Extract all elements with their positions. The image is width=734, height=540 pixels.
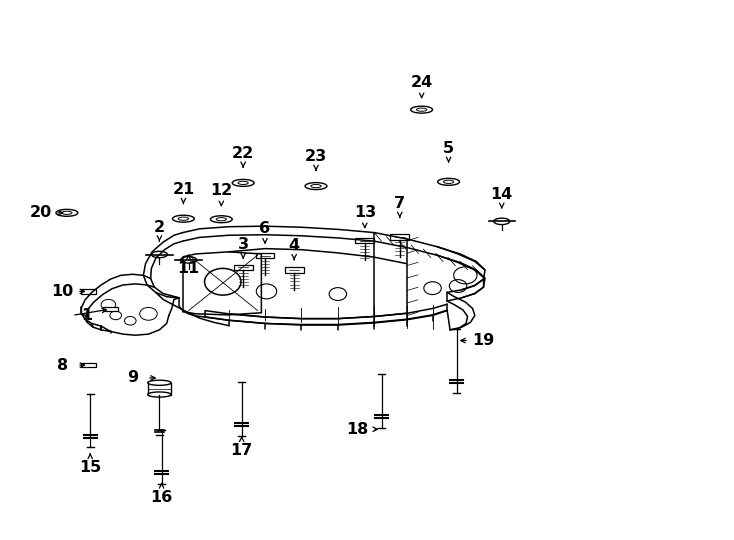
Bar [285, 267, 304, 273]
Text: 9: 9 [127, 370, 138, 386]
Text: 21: 21 [172, 183, 195, 197]
Ellipse shape [151, 251, 167, 258]
Text: 16: 16 [150, 490, 172, 505]
Ellipse shape [148, 392, 171, 397]
Text: 14: 14 [490, 187, 513, 202]
Bar [233, 265, 252, 270]
Text: 6: 6 [259, 221, 271, 236]
Bar [390, 234, 410, 240]
Ellipse shape [494, 218, 510, 225]
Ellipse shape [56, 210, 78, 217]
Ellipse shape [181, 256, 197, 263]
Text: 5: 5 [443, 140, 454, 156]
Ellipse shape [437, 178, 459, 185]
Bar [355, 238, 374, 244]
Text: 23: 23 [305, 149, 327, 164]
Ellipse shape [411, 106, 432, 113]
Text: 18: 18 [346, 422, 368, 437]
Ellipse shape [232, 179, 254, 186]
Text: 15: 15 [79, 460, 101, 475]
Text: 1: 1 [81, 308, 92, 323]
Text: 12: 12 [210, 184, 233, 198]
Text: 4: 4 [288, 239, 299, 253]
Ellipse shape [148, 380, 171, 386]
Text: 13: 13 [354, 205, 376, 220]
Text: 7: 7 [394, 196, 405, 211]
Text: 2: 2 [154, 220, 165, 235]
Bar [103, 307, 118, 311]
Text: 11: 11 [178, 261, 200, 276]
Text: 3: 3 [238, 237, 249, 252]
Bar [81, 289, 96, 294]
Text: 19: 19 [473, 333, 495, 348]
Text: 17: 17 [230, 443, 252, 458]
Text: 8: 8 [57, 357, 68, 373]
Ellipse shape [211, 216, 232, 222]
Text: 20: 20 [29, 205, 52, 220]
Text: 22: 22 [232, 146, 254, 161]
Text: 24: 24 [410, 76, 433, 90]
Bar [148, 383, 171, 395]
Ellipse shape [172, 215, 195, 222]
Text: 10: 10 [51, 284, 73, 299]
Bar [81, 363, 96, 367]
Ellipse shape [305, 183, 327, 190]
Bar [255, 253, 275, 258]
